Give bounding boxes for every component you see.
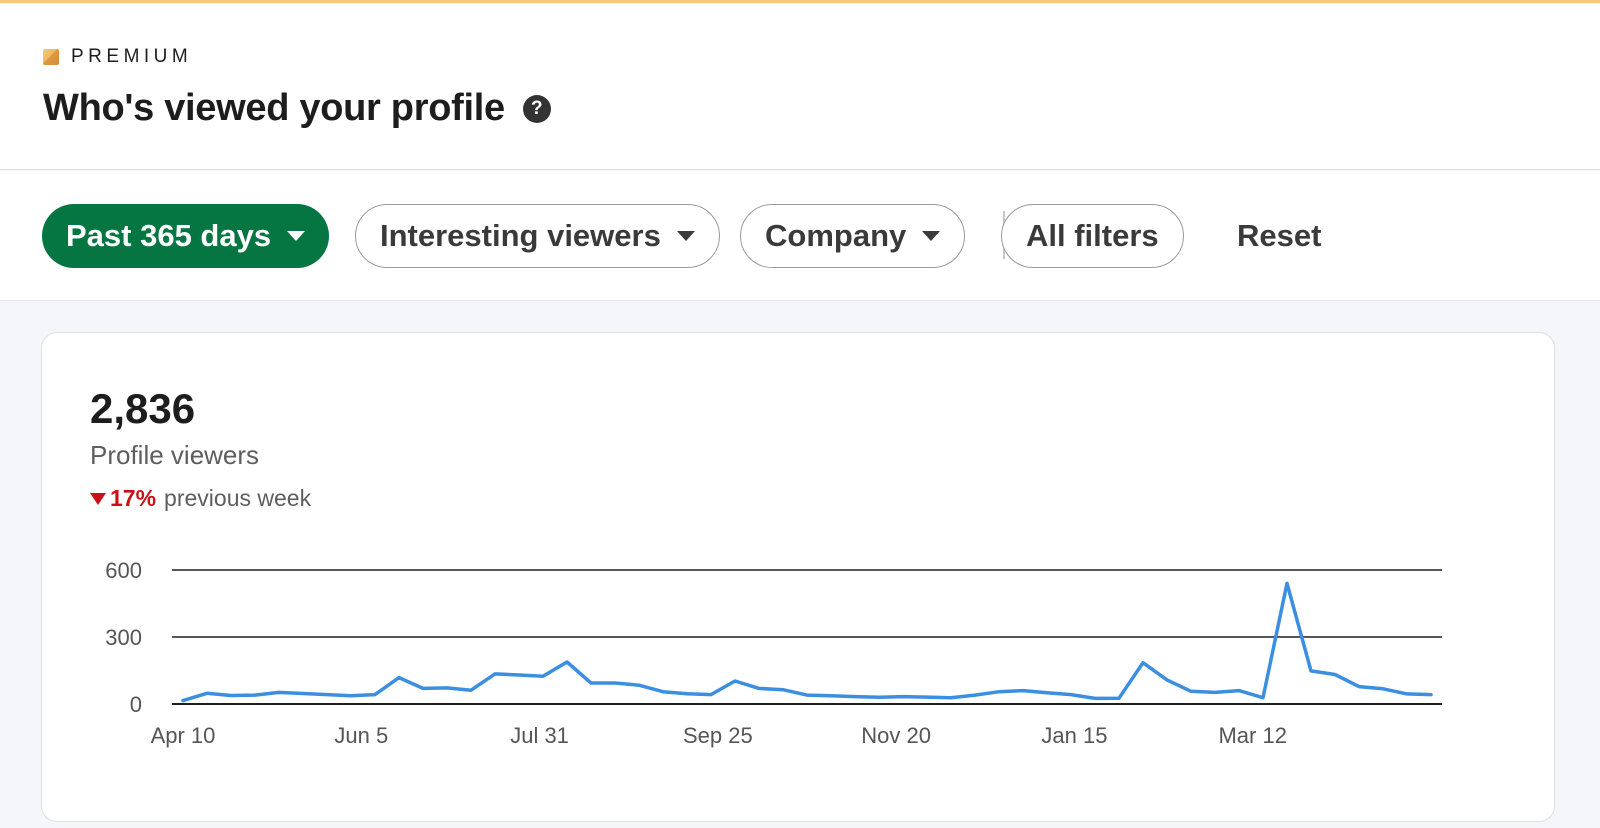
profile-viewers-chart: 0 300 600 Apr 10 Jun 5 Jul 31 Sep 25 Nov 20 Jan …: [105, 558, 1442, 748]
interesting-viewers-label: Interesting viewers: [380, 218, 661, 253]
time-range-label: Past 365 days: [66, 218, 272, 253]
x-tick-label: Apr 10: [151, 723, 216, 748]
triangle-down-icon: [90, 492, 106, 505]
page-header: PREMIUM Who's viewed your profile ?: [0, 3, 1600, 170]
time-range-dropdown[interactable]: Past 365 days: [42, 204, 330, 268]
top-accent-bar: [0, 0, 1600, 3]
weekly-change: 17% previous week: [90, 485, 311, 512]
x-tick-label: Nov 20: [861, 723, 931, 748]
x-tick-label: Mar 12: [1218, 723, 1286, 748]
premium-label: PREMIUM: [71, 46, 193, 67]
company-label: Company: [765, 218, 907, 253]
y-tick-label: 300: [105, 625, 142, 650]
premium-badge: PREMIUM: [43, 46, 192, 68]
viewer-count: 2,836: [90, 385, 196, 432]
reset-button[interactable]: Reset: [1237, 218, 1322, 253]
x-tick-label: Jan 15: [1041, 723, 1107, 748]
y-tick-label: 600: [105, 558, 142, 583]
weekly-change-value: 17%: [110, 485, 157, 511]
title-row: Who's viewed your profile ?: [43, 87, 551, 130]
caret-down-icon: [922, 231, 941, 241]
x-tick-label: Jul 31: [510, 723, 569, 748]
caret-down-icon: [287, 231, 306, 241]
series-line: [181, 581, 1433, 703]
page-title: Who's viewed your profile: [43, 87, 505, 129]
premium-icon: [43, 49, 59, 65]
help-icon[interactable]: ?: [522, 94, 551, 123]
all-filters-label: All filters: [1026, 218, 1159, 253]
all-filters-button[interactable]: All filters: [1001, 204, 1184, 268]
company-dropdown[interactable]: Company: [740, 204, 966, 268]
weekly-change-text: previous week: [164, 485, 312, 511]
interesting-viewers-dropdown[interactable]: Interesting viewers: [355, 204, 720, 268]
viewer-count-label: Profile viewers: [90, 440, 260, 470]
x-tick-label: Jun 5: [334, 723, 388, 748]
x-tick-label: Sep 25: [683, 723, 753, 748]
filter-bar: Past 365 days Interesting viewers Compan…: [0, 171, 1600, 301]
profile-viewers-card: 2,836 Profile viewers 17% previous week …: [41, 332, 1555, 822]
caret-down-icon: [676, 231, 695, 241]
y-tick-label: 0: [130, 692, 142, 717]
